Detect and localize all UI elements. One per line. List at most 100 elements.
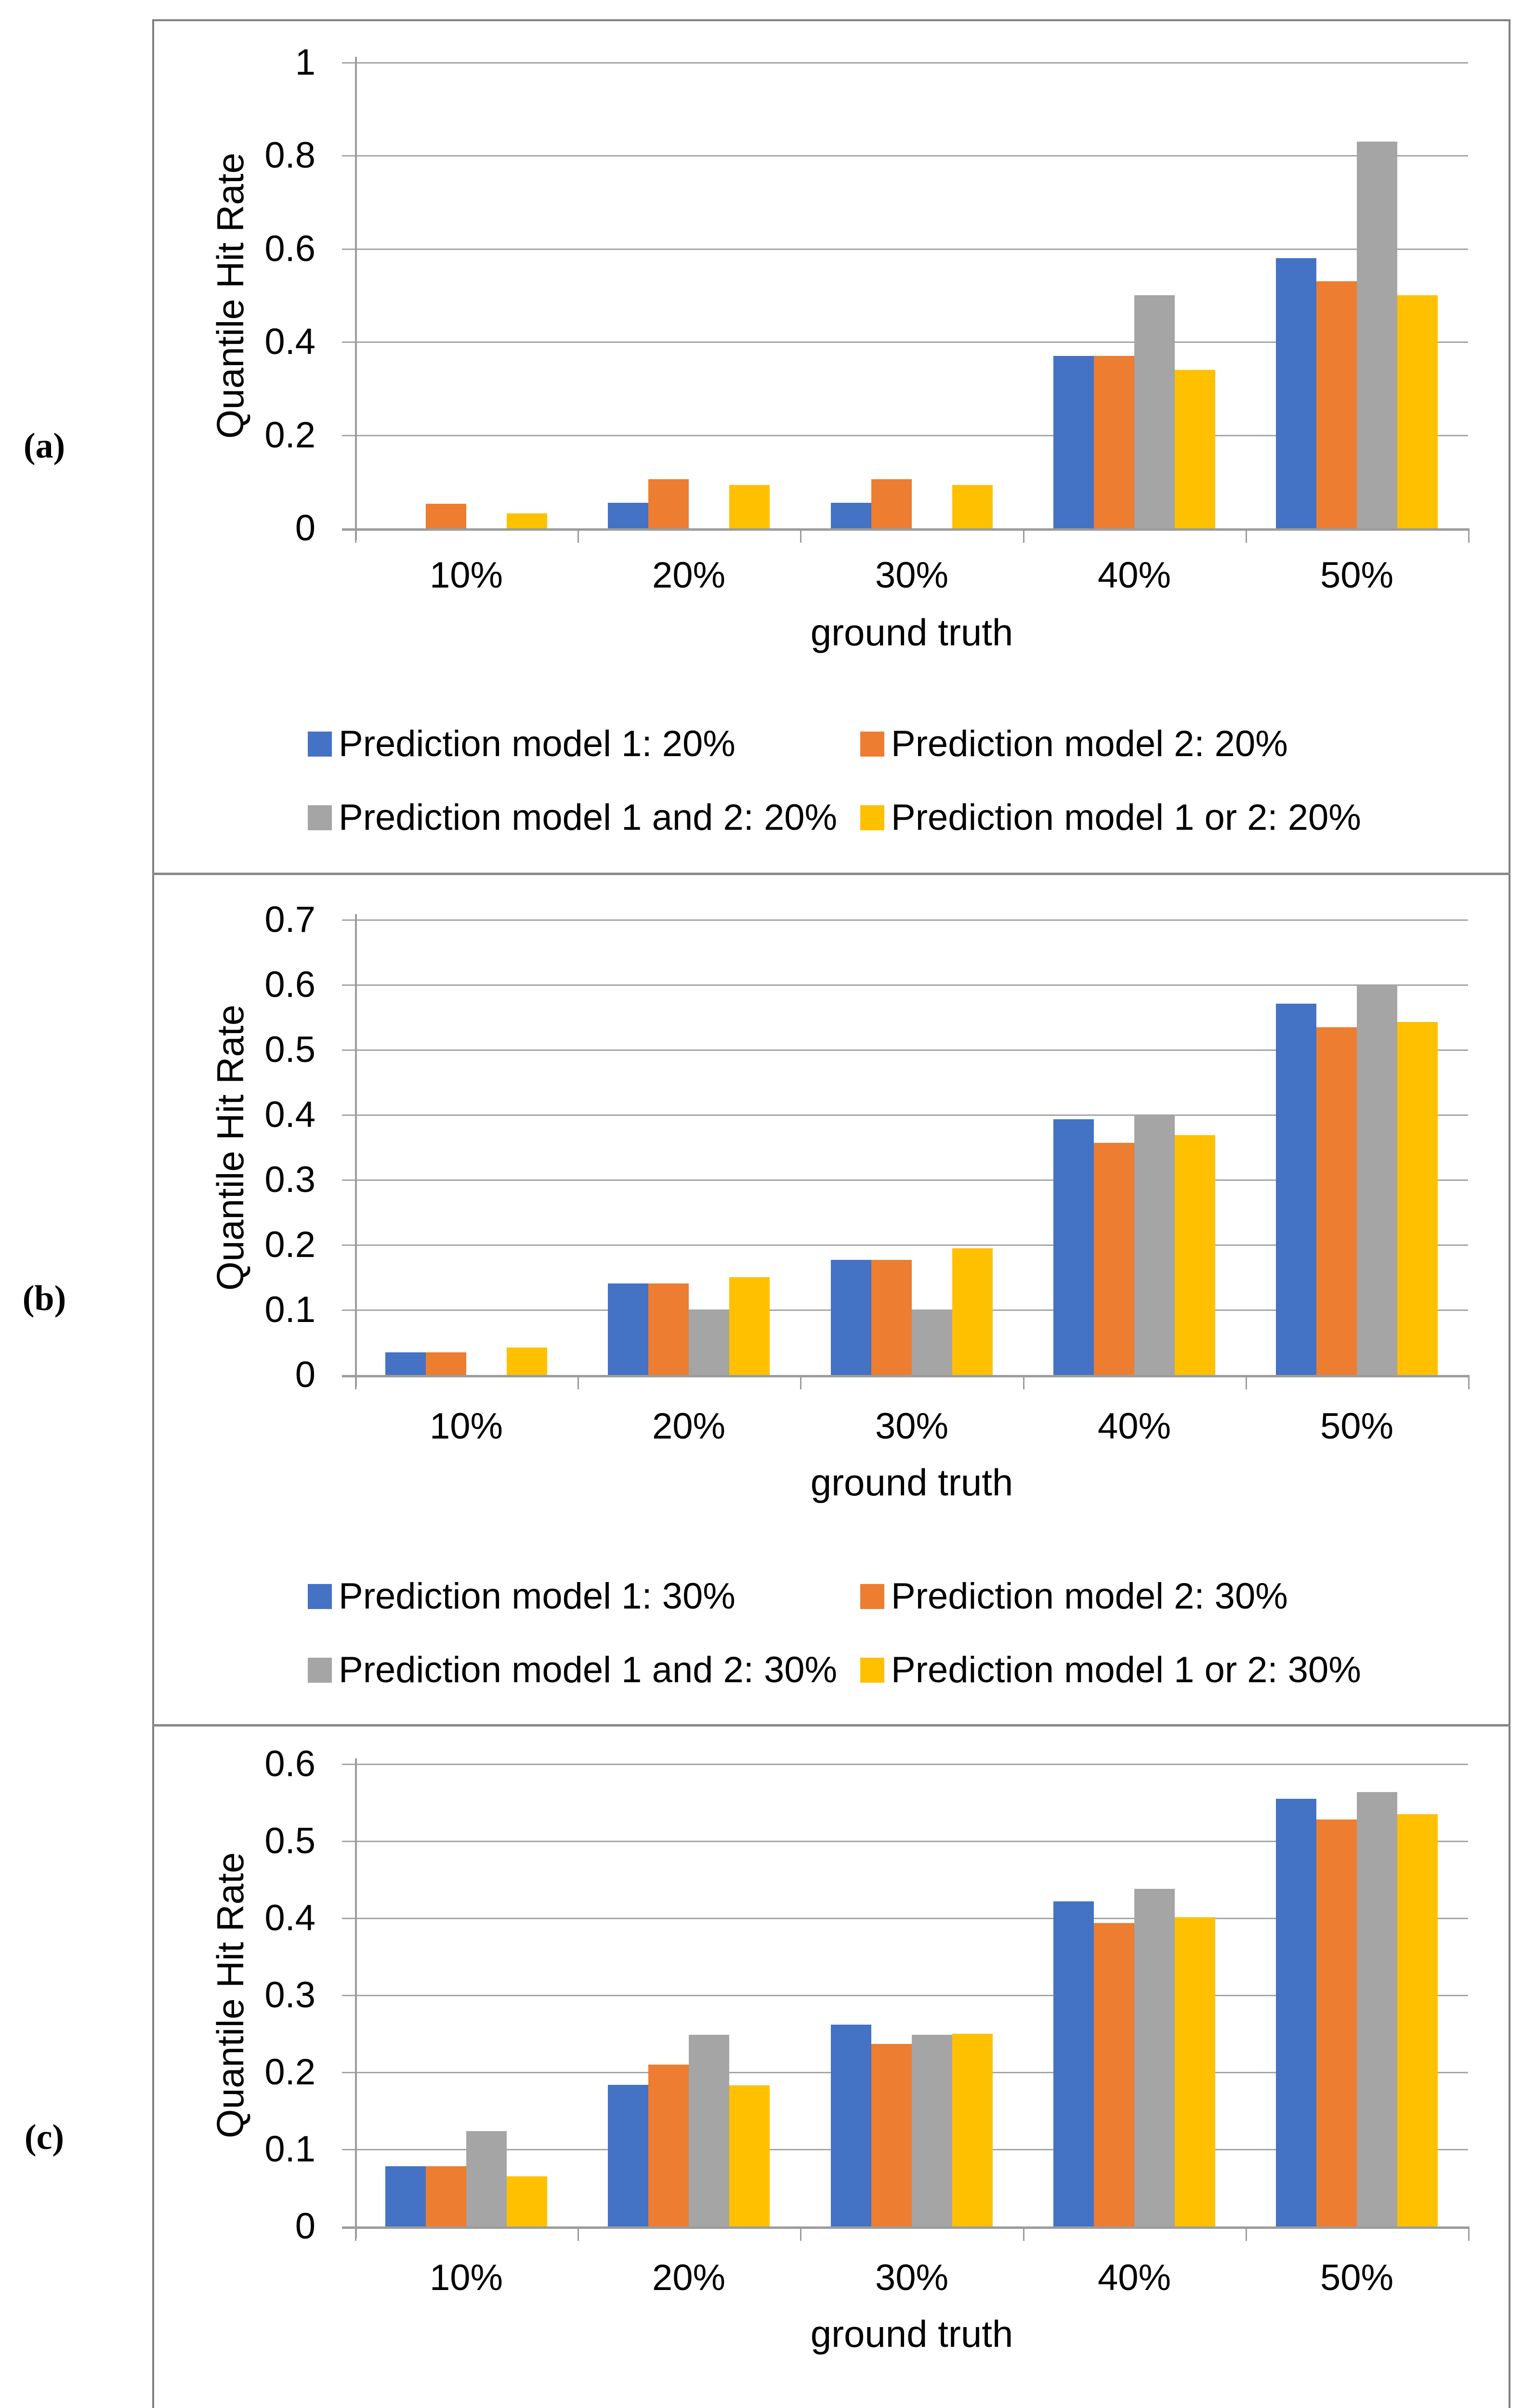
panel-divider-1: [152, 873, 1510, 875]
y-tick-label: 0.4: [264, 321, 315, 363]
bar-series-4-cat-20%: [729, 1277, 770, 1375]
y-tick-label: 0: [295, 2206, 315, 2247]
gridline: [342, 155, 1468, 157]
bar-series-3-cat-20%: [689, 2035, 729, 2226]
y-tick-label: 0.4: [264, 1094, 315, 1135]
bar-series-3-cat-40%: [1134, 1115, 1175, 1375]
x-axis-tick: [1023, 528, 1024, 543]
x-axis-tick: [578, 1375, 579, 1389]
legend-swatch-icon: [308, 1584, 332, 1609]
panel-label-c: (c): [24, 2118, 65, 2157]
bar-series-4-cat-50%: [1397, 1022, 1438, 1375]
bar-series-4-cat-10%: [507, 2176, 547, 2226]
bar-series-2-cat-50%: [1316, 281, 1357, 528]
x-axis-tick: [1246, 528, 1247, 543]
y-axis-line: [355, 57, 357, 540]
bar-series-3-cat-30%: [912, 1310, 952, 1375]
bar-series-2-cat-40%: [1094, 356, 1134, 528]
x-axis-line: [342, 528, 1468, 531]
bar-series-1-cat-50%: [1276, 1004, 1316, 1375]
bar-series-1-cat-30%: [831, 503, 871, 528]
gridline: [342, 1918, 1468, 1919]
bar-series-4-cat-10%: [507, 513, 547, 528]
bar-series-1-cat-20%: [608, 1283, 648, 1375]
y-tick-label: 0.1: [264, 2129, 315, 2170]
x-category-label: 30%: [875, 1406, 949, 1447]
y-tick-label: 0.6: [264, 228, 315, 269]
y-tick-label: 0.2: [264, 2052, 315, 2093]
bar-series-2-cat-30%: [871, 479, 912, 528]
y-tick-label: 0: [295, 508, 315, 549]
x-category-label: 50%: [1320, 555, 1394, 596]
y-tick-label: 0.2: [264, 414, 315, 456]
panel-label-a: (a): [23, 426, 66, 466]
bar-series-3-cat-20%: [689, 1310, 729, 1375]
y-axis-line: [355, 914, 357, 1387]
x-axis-tick: [355, 528, 356, 543]
y-axis-title: Quantile Hit Rate: [209, 1005, 251, 1291]
bar-series-2-cat-20%: [648, 2065, 689, 2226]
gridline: [342, 434, 1468, 436]
x-axis-tick: [1468, 2226, 1470, 2241]
bar-series-2-cat-50%: [1316, 1027, 1357, 1375]
bar-series-1-cat-40%: [1053, 1901, 1094, 2226]
y-tick-label: 0.3: [264, 1975, 315, 2015]
x-axis-tick: [800, 1375, 801, 1389]
legend-label: Prediction model 1 or 2: 30%: [891, 1649, 1361, 1690]
bar-series-4-cat-30%: [952, 1248, 993, 1375]
gridline: [342, 1995, 1468, 1996]
legend-label: Prediction model 2: 30%: [891, 1576, 1288, 1617]
bar-series-3-cat-50%: [1357, 985, 1397, 1375]
gridline: [342, 1244, 1468, 1246]
x-category-label: 30%: [875, 555, 949, 596]
bar-series-2-cat-40%: [1094, 1923, 1134, 2226]
y-tick-label: 0.1: [264, 1289, 315, 1330]
y-tick-label: 0.5: [264, 1820, 315, 1861]
bar-series-2-cat-50%: [1316, 1819, 1357, 2226]
y-axis-title: Quantile Hit Rate: [209, 1852, 251, 2138]
bar-series-2-cat-10%: [426, 1352, 466, 1375]
bar-series-2-cat-10%: [426, 504, 466, 528]
gridline: [342, 248, 1468, 250]
bar-series-2-cat-20%: [648, 479, 689, 528]
x-axis-tick: [355, 1375, 356, 1389]
y-tick-label: 1: [295, 42, 315, 83]
x-category-label: 10%: [429, 2257, 503, 2298]
x-axis-tick: [355, 2226, 356, 2241]
x-category-label: 10%: [429, 555, 503, 596]
bar-series-4-cat-40%: [1175, 370, 1215, 528]
bar-series-2-cat-30%: [871, 1260, 912, 1375]
gridline: [342, 919, 1468, 921]
bar-series-2-cat-20%: [648, 1283, 689, 1375]
bar-series-4-cat-40%: [1175, 1135, 1215, 1375]
bar-series-3-cat-40%: [1134, 295, 1175, 528]
legend-label: Prediction model 1 or 2: 20%: [891, 797, 1361, 838]
legend-label: Prediction model 1: 20%: [339, 723, 735, 764]
gridline: [342, 1049, 1468, 1051]
legend-label: Prediction model 1 and 2: 20%: [339, 797, 838, 838]
bar-series-1-cat-30%: [831, 1260, 871, 1375]
bar-series-3-cat-30%: [912, 2035, 952, 2226]
x-axis-tick: [1023, 1375, 1024, 1389]
y-tick-label: 0.4: [264, 1898, 315, 1938]
bar-series-4-cat-10%: [507, 1348, 547, 1375]
bar-series-2-cat-40%: [1094, 1143, 1134, 1375]
gridline: [342, 984, 1468, 986]
bar-series-4-cat-30%: [952, 2034, 993, 2226]
bar-series-4-cat-40%: [1175, 1917, 1215, 2226]
y-tick-label: 0.6: [264, 1743, 315, 1784]
panel-divider-2: [152, 1724, 1510, 1727]
bar-series-1-cat-20%: [608, 2085, 648, 2226]
gridline: [342, 1841, 1468, 1842]
x-axis-tick: [1468, 528, 1470, 543]
bar-series-1-cat-40%: [1053, 1119, 1094, 1375]
x-axis-title: ground truth: [810, 611, 1013, 654]
gridline: [342, 1114, 1468, 1116]
legend-label: Prediction model 1: 30%: [339, 1576, 735, 1617]
bar-series-3-cat-50%: [1357, 142, 1397, 528]
x-category-label: 10%: [429, 1406, 503, 1447]
gridline: [342, 341, 1468, 343]
bar-series-1-cat-50%: [1276, 1799, 1316, 2226]
y-tick-label: 0.8: [264, 135, 315, 176]
